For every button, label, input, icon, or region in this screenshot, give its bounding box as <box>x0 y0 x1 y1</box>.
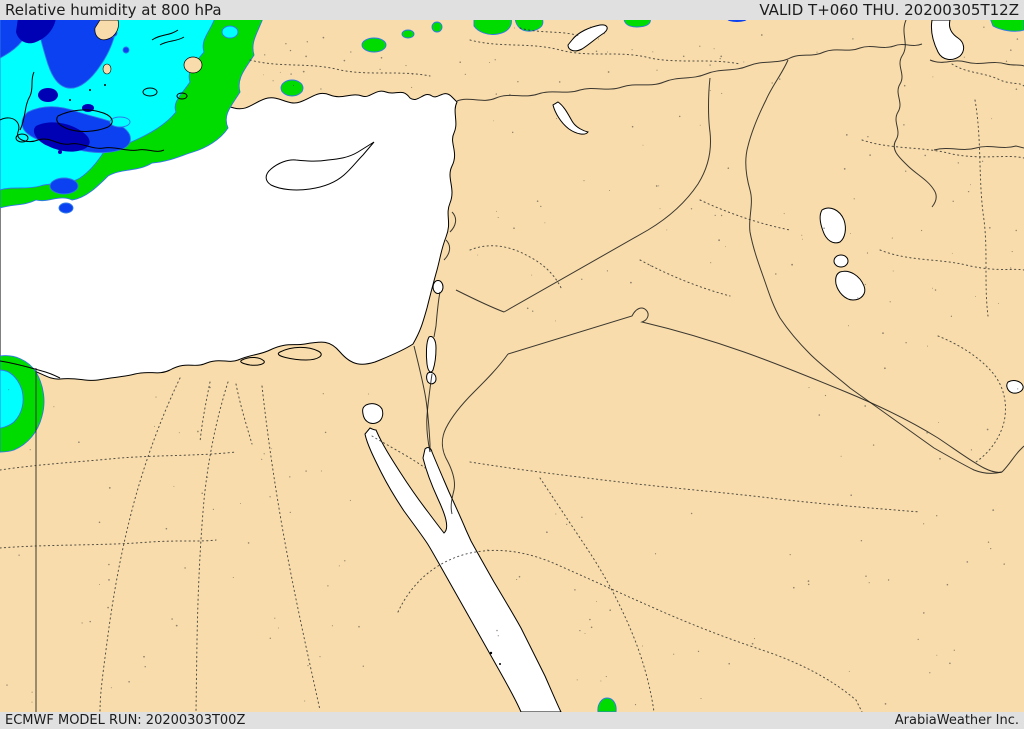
dead-sea <box>425 336 437 373</box>
footer-bar: ECMWF MODEL RUN: 20200303T00Z ArabiaWeat… <box>0 712 1024 729</box>
bitter-lakes <box>362 403 384 424</box>
rh-cyan-libya <box>0 369 24 429</box>
sea-of-galilee <box>432 280 444 294</box>
rh-blue-d <box>49 177 79 195</box>
lake-sevan <box>931 20 965 60</box>
dry-island-hole <box>94 20 119 41</box>
rh-blue-e <box>58 202 74 214</box>
marsh-right <box>1006 380 1024 394</box>
cyprus-island <box>265 141 375 191</box>
coast-detail-layer <box>0 29 188 379</box>
rh-green-blob <box>280 79 304 97</box>
credit-label: ArabiaWeather Inc. <box>894 713 1019 728</box>
lake-urmia <box>819 207 846 244</box>
red-sea <box>364 427 562 712</box>
rh-navy-a <box>16 20 56 44</box>
lake-mid <box>833 254 849 268</box>
page-title: Relative humidity at 800 hPa <box>5 1 222 19</box>
humidity-layer <box>0 20 1024 712</box>
rh-green-south <box>597 697 617 712</box>
valid-time-label: VALID T+060 THU. 20200305T12Z <box>759 1 1019 19</box>
lake-beysehir <box>552 101 589 135</box>
rh-navy-c <box>38 88 58 102</box>
admin-boundaries-layer <box>0 27 1024 712</box>
lake-lower <box>835 270 866 301</box>
borders-layer <box>35 20 1024 712</box>
terrain-speckles <box>6 26 1019 706</box>
delta-lagoons <box>240 346 322 366</box>
header-bar: Relative humidity at 800 hPa VALID T+060… <box>0 0 1024 20</box>
model-run-label: ECMWF MODEL RUN: 20200303T00Z <box>5 713 246 728</box>
